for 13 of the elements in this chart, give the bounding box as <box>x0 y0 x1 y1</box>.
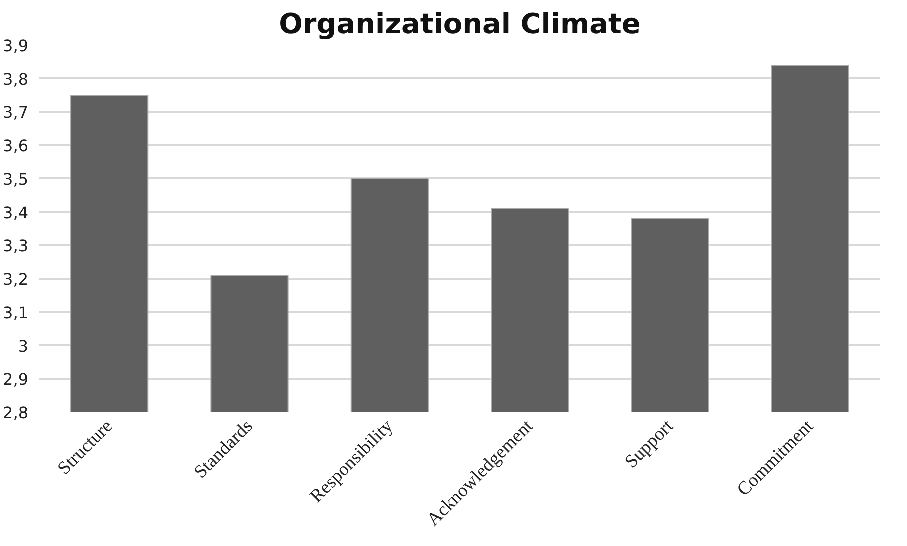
chart-title: Organizational Climate <box>279 8 641 40</box>
y-tick-label: 2,8 <box>3 404 29 422</box>
y-tick-label: 2,9 <box>3 370 29 390</box>
y-tick-label: 3,1 <box>3 303 29 322</box>
y-tick-label: 3,9 <box>3 36 29 56</box>
y-tick-label: 3,6 <box>3 136 29 156</box>
y-tick-label: 3,8 <box>3 70 29 89</box>
y-tick-label: 3,7 <box>3 103 29 122</box>
y-tick-label: 3,5 <box>3 170 29 189</box>
y-tick-label: 3,4 <box>3 203 29 222</box>
y-tick-label: 3 <box>18 336 29 356</box>
y-tick-label: 3,3 <box>3 236 29 256</box>
y-tick-label: 3,2 <box>3 270 29 290</box>
